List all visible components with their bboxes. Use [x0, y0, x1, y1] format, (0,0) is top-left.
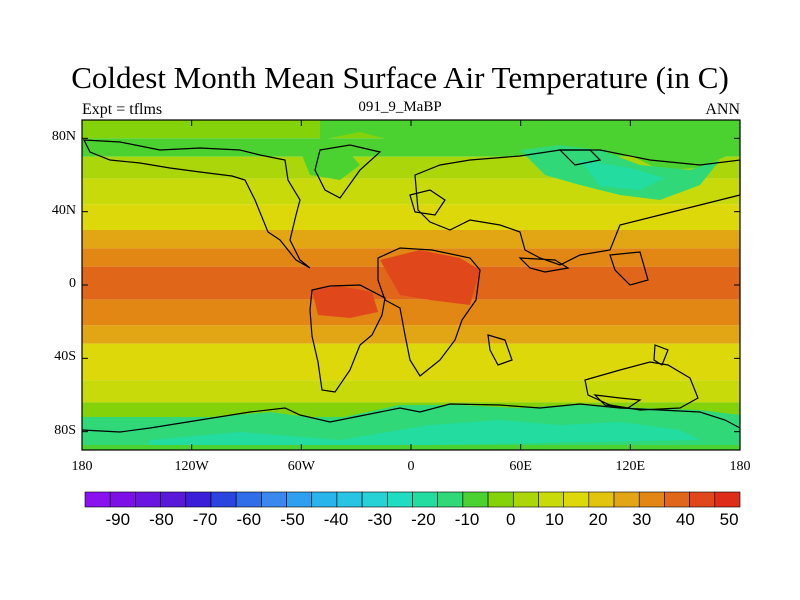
colorbar-swatch-16: [487, 491, 514, 508]
south-america-outline: [309, 284, 386, 393]
x-tick-label: 0: [407, 459, 415, 474]
colorbar-swatch-17: [512, 491, 539, 508]
colorbar-swatch-18: [538, 491, 564, 508]
temperature-band-9: [82, 325, 740, 344]
colorbar-swatch-11: [361, 491, 388, 508]
colorbar-swatch-12: [387, 491, 413, 508]
colorbar-swatch-1: [109, 491, 136, 508]
colorbar-swatch-20: [588, 491, 615, 508]
colorbar-label: 20: [588, 510, 608, 529]
colorbar-label: 0: [506, 510, 516, 529]
y-ticks: [82, 137, 740, 433]
madagascar-outline: [487, 334, 513, 366]
colorbar-label: -40: [323, 510, 349, 529]
greenland-patch: [300, 148, 360, 180]
season-label: ANN: [705, 101, 740, 118]
colorbar-label: -70: [192, 510, 218, 529]
north-america-outline: [83, 139, 311, 269]
y-tick-label: 40S: [54, 349, 76, 365]
colorbar-swatch-8: [286, 491, 313, 508]
temperature-band-5: [82, 230, 740, 249]
antarctic-core: [150, 420, 700, 450]
x-tick-label: 120E: [615, 459, 646, 474]
colorbar-label: 50: [719, 510, 739, 529]
x-tick-label: 120W: [174, 459, 209, 474]
australia-outline: [584, 361, 699, 411]
continent-outlines: [81, 139, 741, 433]
experiment-label: Expt = tflms: [82, 101, 163, 118]
india-outline: [518, 257, 570, 273]
samerica-hot-patch: [312, 286, 378, 318]
colorbar-swatch-0: [84, 491, 111, 508]
colorbar-swatch-7: [261, 491, 287, 508]
x-ticks: [81, 120, 741, 450]
colorbar-swatch-9: [311, 491, 338, 508]
antarctica-outline: [81, 403, 741, 433]
colorbar-swatch-23: [664, 491, 690, 508]
y-tick-label: 80N: [51, 129, 76, 145]
colorbar-label: -60: [236, 510, 262, 529]
colorbar-swatch-13: [412, 491, 438, 508]
colorbar-label: -90: [105, 510, 131, 529]
plot-title: Coldest Month Mean Surface Air Temperatu…: [71, 60, 729, 95]
age-label: 091_9_MaBP: [358, 99, 442, 115]
colorbar-swatch-4: [185, 491, 212, 508]
y-tick-label: 0: [69, 276, 76, 291]
colorbar-swatch-22: [638, 491, 665, 508]
x-tick-label: 60W: [287, 459, 315, 474]
colorbar-swatch-10: [336, 491, 363, 508]
africa-outline: [377, 247, 481, 377]
colorbar-swatch-6: [235, 491, 262, 508]
colorbar-swatch-3: [160, 491, 187, 508]
colorbar-label: 10: [544, 510, 564, 529]
colorbar-swatch-19: [563, 491, 590, 508]
temperature-band-4: [82, 204, 740, 230]
siberia-core-patch: [580, 160, 665, 190]
colorbar-swatch-5: [210, 491, 237, 508]
x-tick-label: 60E: [509, 459, 532, 474]
arctic-island-outline: [558, 149, 602, 166]
x-tick-label: 180: [71, 459, 93, 474]
seasia-outline: [609, 251, 649, 286]
europe-outline: [409, 189, 446, 216]
colorbar-label: -30: [367, 510, 393, 529]
colorbar-label: -10: [454, 510, 480, 529]
temperature-band-8: [82, 299, 740, 326]
y-tick-label: 80S: [54, 422, 76, 438]
australia-inner-outline: [593, 394, 642, 409]
colorbar-swatch-24: [689, 491, 716, 508]
colorbar-swatch-2: [135, 491, 161, 508]
colorbar-label: 40: [675, 510, 695, 529]
greenland-outline: [314, 144, 382, 199]
colorbar-label: -50: [280, 510, 305, 529]
colorbar: [84, 491, 741, 508]
colorbar-label: -20: [411, 510, 436, 529]
x-tick-label: 180: [729, 459, 751, 474]
colorbar-label: 30: [632, 510, 652, 529]
temperature-band-11: [82, 380, 740, 403]
colorbar-swatch-15: [462, 491, 489, 508]
nz-outline: [653, 344, 669, 366]
y-tick-label: 40N: [51, 202, 76, 218]
colorbar-swatch-25: [714, 491, 741, 508]
colorbar-swatch-21: [613, 491, 640, 508]
colorbar-swatch-14: [437, 491, 464, 508]
africa-hot-patch: [380, 250, 480, 305]
colorbar-label: -80: [149, 510, 174, 529]
